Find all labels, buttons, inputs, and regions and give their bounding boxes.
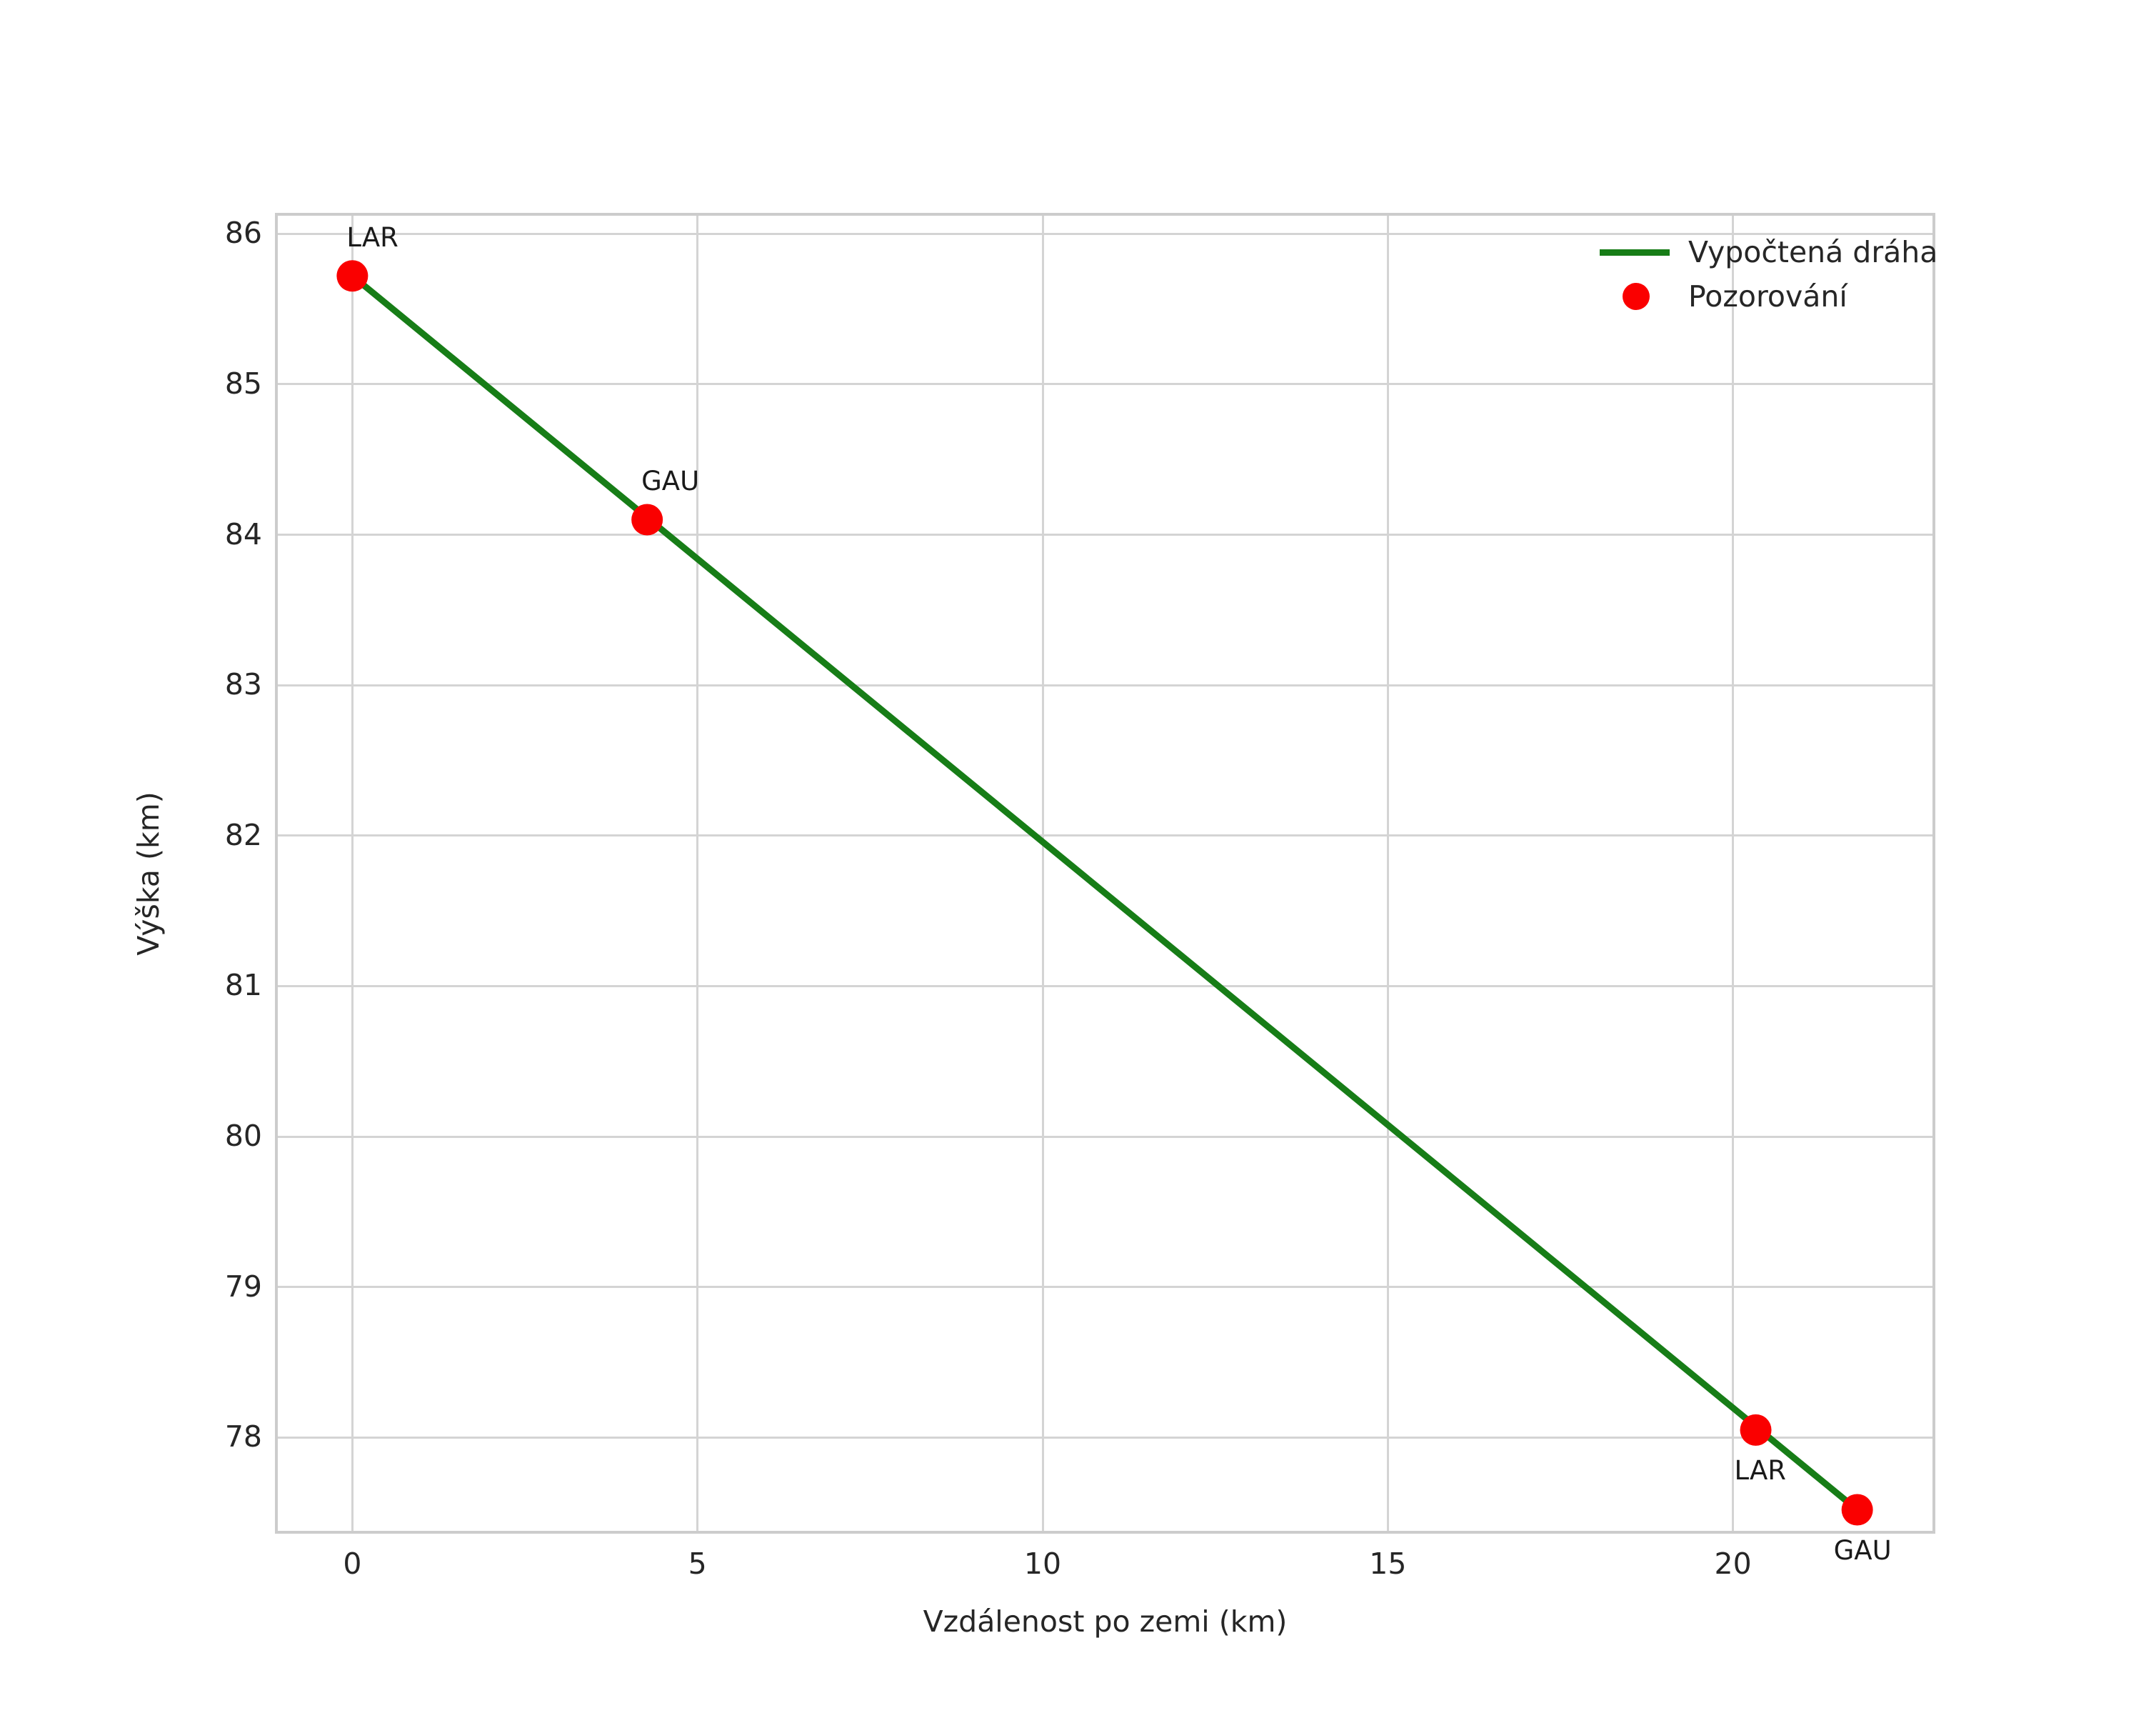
point-label: LAR: [1734, 1454, 1787, 1486]
legend-label: Vypočtená dráha: [1688, 235, 1938, 269]
gridline-horizontal: [278, 1135, 1932, 1138]
gridline-vertical: [351, 216, 354, 1531]
y-tick-label: 86: [224, 216, 262, 251]
x-tick-label: 5: [688, 1547, 707, 1581]
x-tick-label: 15: [1369, 1547, 1407, 1581]
gridline-horizontal: [278, 1286, 1932, 1289]
x-tick-label: 10: [1023, 1547, 1062, 1581]
y-axis-title: Výška (km): [131, 791, 166, 956]
observation-point: [631, 504, 663, 536]
x-tick-label: 0: [343, 1547, 362, 1581]
gridline-vertical: [1732, 216, 1735, 1531]
point-label: GAU: [1833, 1534, 1892, 1566]
point-label: GAU: [641, 466, 700, 497]
trajectory-line: [349, 272, 1861, 1514]
y-tick-label: 84: [224, 516, 262, 551]
y-tick-label: 81: [224, 968, 262, 1003]
data-layer: [336, 260, 1873, 1526]
line-marker: [1593, 230, 1678, 274]
gridline-horizontal: [278, 1436, 1932, 1439]
line-marker-glyph: [1600, 249, 1670, 256]
observation-point: [336, 260, 368, 292]
legend-item[interactable]: Vypočtená dráha: [1593, 230, 1937, 274]
y-tick-label: 83: [224, 667, 262, 702]
gridline-horizontal: [278, 534, 1932, 536]
chart-legend: Vypočtená dráha Pozorování: [1593, 230, 1937, 324]
gridline-vertical: [1386, 216, 1389, 1531]
dot-marker-glyph: [1623, 283, 1650, 310]
gridline-horizontal: [278, 834, 1932, 837]
y-tick-label: 78: [224, 1419, 262, 1454]
x-axis-title: Vzdálenost po zemi (km): [923, 1604, 1288, 1639]
dot-marker: [1593, 274, 1678, 319]
gridline-horizontal: [278, 684, 1932, 686]
plot-area: LAR GAU LAR GAU: [275, 213, 1935, 1564]
y-tick-label: 85: [224, 366, 262, 401]
gridline-horizontal: [278, 984, 1932, 987]
y-tick-label: 80: [224, 1119, 262, 1154]
observation-point: [1841, 1494, 1873, 1526]
x-tick-label: 20: [1714, 1547, 1752, 1581]
gridline-horizontal: [278, 232, 1932, 235]
point-label: LAR: [346, 222, 398, 254]
gridline-vertical: [696, 216, 699, 1531]
y-tick-label: 82: [224, 817, 262, 852]
y-tick-label: 79: [224, 1269, 262, 1304]
legend-label: Pozorování: [1688, 279, 1847, 314]
observation-point: [1740, 1414, 1772, 1446]
gridline-vertical: [1041, 216, 1044, 1531]
legend-item[interactable]: Pozorování: [1593, 274, 1921, 319]
gridline-horizontal: [278, 383, 1932, 386]
